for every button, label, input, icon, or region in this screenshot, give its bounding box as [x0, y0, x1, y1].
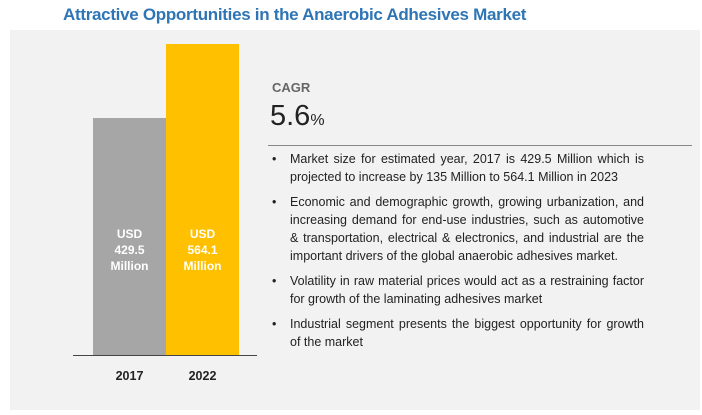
baseline [73, 355, 257, 356]
value-label: USD 429.5 Million [110, 227, 149, 273]
bullet-item: Economic and demographic growth, growing… [272, 193, 644, 265]
x-tick-label: 2022 [188, 369, 217, 383]
divider [268, 145, 692, 146]
cagr-number: 5.6 [270, 100, 311, 132]
value-label: USD 564.1 Million [183, 227, 222, 273]
bullet-item: Industrial segment presents the biggest … [272, 315, 644, 351]
cagr-label: CAGR [272, 80, 311, 95]
bullet-item: Volatility in raw material prices would … [272, 272, 644, 308]
x-tick-label: 2017 [115, 369, 144, 383]
bullet-list: Market size for estimated year, 2017 is … [272, 150, 644, 358]
cagr-unit: % [310, 112, 325, 129]
bar [93, 118, 166, 355]
title: Attractive Opportunities in the Anaerobi… [63, 5, 527, 24]
cagr-value: 5.6% [270, 100, 325, 133]
bullet-item: Market size for estimated year, 2017 is … [272, 150, 644, 186]
bar [166, 43, 239, 355]
